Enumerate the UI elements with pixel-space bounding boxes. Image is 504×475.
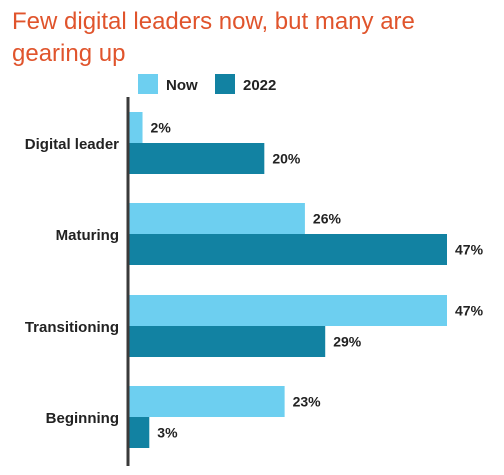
value-label-maturing-2022: 47%	[455, 242, 484, 258]
legend-swatch-2022	[215, 74, 235, 94]
bar-beginning-now	[129, 386, 285, 417]
bar-transitioning-2022	[129, 326, 326, 357]
bar-digital-leader-2022	[129, 143, 265, 174]
category-label-maturing: Maturing	[56, 227, 119, 244]
legend-label-now: Now	[166, 77, 198, 94]
category-label-digital-leader: Digital leader	[25, 136, 119, 153]
value-label-digital-leader-2022: 20%	[272, 151, 301, 167]
value-label-transitioning-now: 47%	[455, 303, 484, 319]
category-label-beginning: Beginning	[46, 410, 119, 427]
bar-maturing-2022	[129, 234, 447, 265]
value-label-beginning-now: 23%	[293, 394, 322, 410]
bar-digital-leader-now	[129, 112, 143, 143]
chart-title: Few digital leaders now, but many are ge…	[12, 8, 415, 67]
legend-label-2022: 2022	[243, 77, 276, 94]
bar-beginning-2022	[129, 417, 150, 448]
value-label-transitioning-2022: 29%	[333, 334, 362, 350]
legend-swatch-now	[138, 74, 158, 94]
category-label-transitioning: Transitioning	[25, 319, 119, 336]
value-label-maturing-now: 26%	[313, 211, 342, 227]
bar-transitioning-now	[129, 295, 447, 326]
bar-maturing-now	[129, 203, 305, 234]
value-label-beginning-2022: 3%	[157, 425, 178, 441]
value-label-digital-leader-now: 2%	[151, 120, 172, 136]
